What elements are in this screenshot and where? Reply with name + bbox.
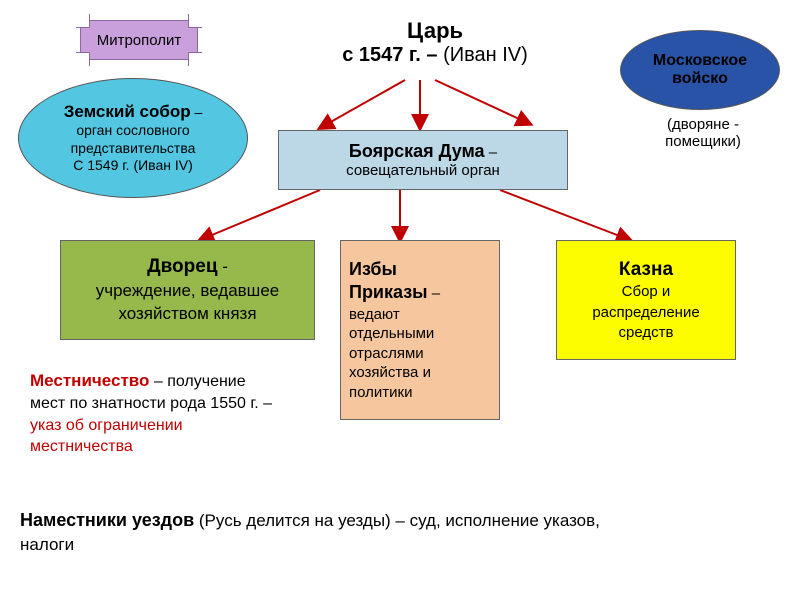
duma-dash: –: [485, 144, 498, 161]
tsar-line2a: с 1547 г. –: [342, 44, 443, 66]
izby-s1: ведают: [349, 306, 400, 323]
mitropolit-notch-tr: [188, 14, 202, 28]
mest-l3: указ об ограничении: [30, 417, 183, 434]
namestniki-text: Наместники уездов (Русь делится на уезды…: [20, 508, 780, 557]
kazna-title: Казна: [619, 259, 673, 280]
voisko-sub: (дворяне - помещики): [628, 116, 778, 150]
nam-r1: (Русь делится на уезды) – суд, исполнени…: [194, 511, 600, 530]
duma-sub: совещательный орган: [346, 162, 500, 179]
voisko-sub2: помещики): [665, 133, 741, 150]
kazna-box: Казна Сбор и распределение средств: [556, 240, 736, 360]
zemsky-l2: представительства: [71, 140, 196, 156]
duma-title: Боярская Дума: [349, 141, 485, 161]
mest-l2: мест по знатности рода 1550 г. –: [30, 395, 272, 412]
kazna-s1: Сбор и: [622, 283, 671, 300]
zemsky-dash: –: [191, 104, 203, 120]
izby-s2: отдельными: [349, 325, 434, 342]
zemsky-l3b: (Иван IV): [133, 157, 192, 173]
mest-dash: –: [149, 373, 167, 390]
nam-r2: налоги: [20, 535, 74, 554]
duma-box: Боярская Дума – совещательный орган: [278, 130, 568, 190]
dvorets-dash: -: [218, 257, 228, 276]
voisko-l2: войско: [672, 70, 728, 87]
zemsky-l3a: С 1549 г.: [73, 157, 133, 173]
izby-s3: отраслями: [349, 345, 424, 362]
izby-dash: –: [428, 285, 441, 302]
kazna-s3: средств: [619, 324, 674, 341]
mest-l1: получение: [167, 373, 245, 390]
voisko-sub1: (дворяне -: [667, 116, 739, 133]
izby-s5: политики: [349, 384, 412, 401]
mestnichestvo-text: Местничество – получение мест по знатнос…: [30, 370, 340, 458]
izby-box: Избы Приказы – ведают отдельными отрасля…: [340, 240, 500, 420]
dvorets-l1: учреждение, ведавшее: [96, 281, 279, 300]
tsar-line2b: (Иван IV): [443, 44, 528, 66]
mitropolit-notch-tl: [76, 14, 90, 28]
voisko-ellipse: Московское войско: [620, 30, 780, 110]
mest-l4: местничества: [30, 438, 133, 455]
mitropolit-box: Митрополит: [80, 20, 198, 60]
voisko-l1: Московское: [653, 52, 747, 69]
mitropolit-label: Митрополит: [97, 32, 182, 49]
dvorets-box: Дворец - учреждение, ведавшее хозяйством…: [60, 240, 315, 340]
mitropolit-notch-br: [188, 52, 202, 66]
zemsky-ellipse: Земский собор – орган сословного предста…: [18, 78, 248, 198]
mest-t: Местничество: [30, 371, 149, 390]
tsar-title: Царь с 1547 г. – (Иван IV): [280, 18, 590, 67]
zemsky-l1: орган сословного: [76, 122, 189, 138]
izby-s4: хозяйства и: [349, 364, 431, 381]
tsar-line1: Царь: [280, 18, 590, 44]
kazna-s2: распределение: [592, 304, 699, 321]
nam-t: Наместники уездов: [20, 510, 194, 530]
dvorets-l2: хозяйством князя: [118, 304, 256, 323]
izby-l1: Избы: [349, 259, 397, 279]
mitropolit-notch-bl: [76, 52, 90, 66]
zemsky-title: Земский собор: [64, 102, 191, 121]
dvorets-title: Дворец: [147, 256, 217, 277]
izby-l2: Приказы: [349, 282, 428, 302]
